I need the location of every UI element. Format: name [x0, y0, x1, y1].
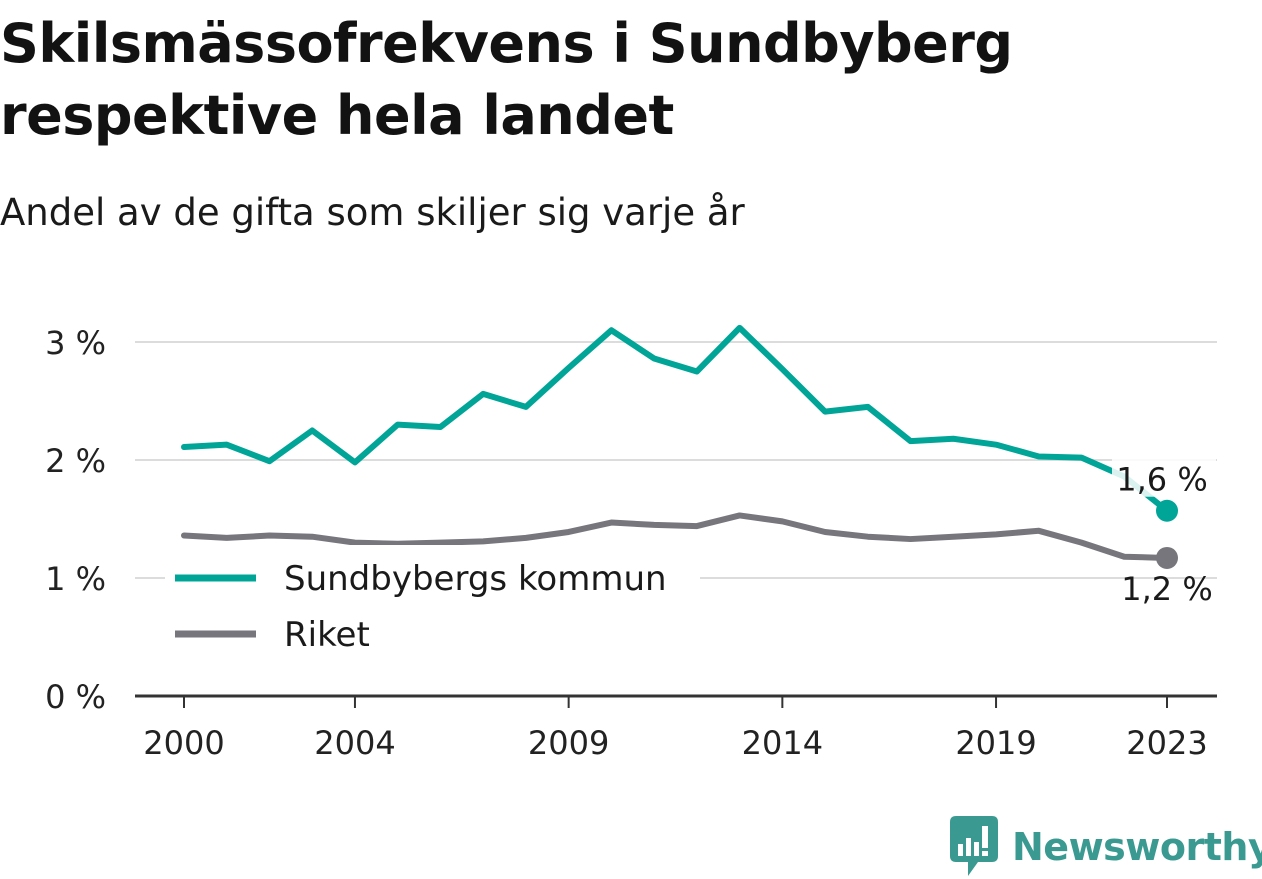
brand-name: Newsworthy: [1012, 825, 1262, 869]
legend-label: Riket: [284, 615, 370, 655]
end-labels: 1,6 % 1,2 %: [1112, 456, 1216, 608]
series-endpoint-riket: [1156, 546, 1178, 569]
x-tick-label: 2023: [1126, 724, 1207, 762]
axes: 0 % 1 % 2 % 3 % 2000 2004 2009 2014 2019 2023: [45, 324, 1217, 762]
x-tick-label: 2000: [143, 724, 224, 762]
series-line-sundbybergs-kommun: [181, 324, 1170, 514]
chart-subtitle: Andel av de gifta som skiljer sig varje …: [0, 191, 745, 234]
x-tick-label: 2014: [742, 724, 823, 762]
y-tick-label: 0 %: [45, 678, 106, 716]
end-label-sundbyberg: 1,6 %: [1116, 461, 1207, 499]
newsworthy-logo-icon: [950, 816, 998, 876]
y-tick-label: 2 %: [45, 442, 106, 480]
series-endpoint-sundbybergs-kommun: [1156, 499, 1178, 522]
legend: Sundbybergs kommun Riket: [165, 545, 700, 665]
series: [181, 324, 1178, 569]
series-line-riket: [181, 512, 1170, 561]
y-tick-label: 3 %: [45, 324, 106, 362]
end-label-bg: [1112, 456, 1216, 497]
brand-logo: Newsworthy: [950, 816, 1262, 878]
x-tick-label: 2004: [314, 724, 395, 762]
end-label-riket: 1,2 %: [1121, 570, 1212, 608]
legend-label: Sundbybergs kommun: [284, 559, 667, 599]
y-tick-label: 1 %: [45, 560, 106, 598]
gridlines: [135, 341, 1217, 579]
chart-title: Skilsmässofrekvens i Sundbyberg respekti…: [0, 12, 1013, 147]
legend-background: [165, 545, 700, 665]
x-tick-label: 2009: [528, 724, 609, 762]
x-tick-label: 2019: [955, 724, 1036, 762]
